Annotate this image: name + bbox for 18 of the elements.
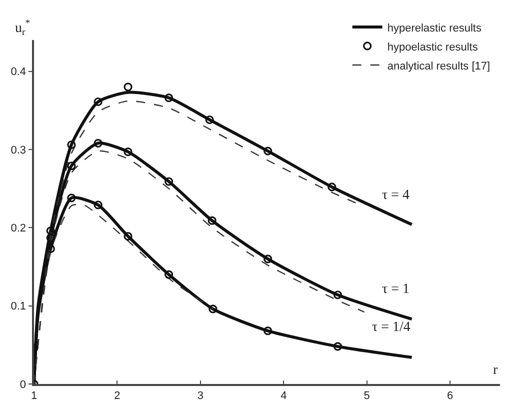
x-tick-label: 6 [447,390,454,402]
annotation: τ = 1 [382,282,410,297]
legend-label: hyperelastic results [387,22,482,34]
y-tick-label: 0.2 [10,222,26,234]
y-tick-label: 0.4 [10,66,26,78]
annotation: τ = 4 [382,188,410,203]
x-tick-label: 5 [364,390,370,402]
x-tick-label: 4 [280,390,287,402]
annotation: τ = 1/4 [372,320,410,335]
x-tick-label: 1 [30,390,38,402]
y-tick-label: 0.3 [10,144,26,156]
x-axis-title: r [493,363,498,378]
y-tick-label: 0 [20,378,26,391]
x-tick-label: 3 [197,390,204,402]
legend-label: hypoelastic results [387,41,478,54]
x-tick-label: 2 [114,390,120,402]
y-tick-label: 0.1 [10,300,26,313]
legend-label: analytical results [17] [387,60,490,72]
